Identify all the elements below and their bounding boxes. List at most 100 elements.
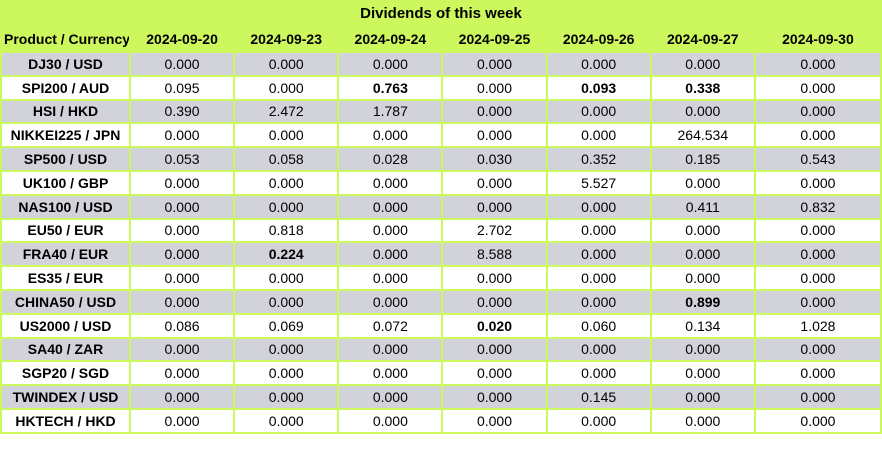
dividend-value-cell: 0.000 — [128, 360, 236, 387]
table-row: ES35 / EUR 0.000 0.000 0.000 0.000 0.000 0.000… — [0, 265, 882, 291]
dividend-value-cell: 0.058 — [233, 146, 340, 172]
dividend-value-cell: 0.000 — [128, 336, 236, 363]
product-currency-header: Product / Currency — [0, 24, 131, 53]
date-column-header: 2024-09-27 — [649, 24, 756, 53]
dividend-value-cell: 0.000 — [753, 74, 882, 101]
dividend-value-cell: 5.527 — [545, 169, 652, 196]
dividend-value-cell: 2.472 — [233, 98, 340, 125]
dividend-value-cell: 0.000 — [337, 241, 444, 268]
dividend-value-cell: 0.543 — [753, 146, 882, 172]
table-row: DJ30 / USD 0.000 0.000 0.000 0.000 0.000 0.000… — [0, 51, 882, 77]
dividend-value-cell: 0.000 — [753, 169, 882, 196]
dividend-value-cell: 0.000 — [545, 241, 652, 268]
dividend-value-cell: 0.818 — [233, 217, 340, 244]
product-cell: FRA40 / EUR — [0, 241, 131, 268]
dividend-value-cell: 0.000 — [441, 288, 548, 315]
dividend-value-cell: 0.000 — [233, 407, 340, 434]
dividend-value-cell: 0.000 — [545, 122, 652, 149]
dividend-value-cell: 0.072 — [337, 312, 444, 339]
dividend-value-cell: 0.000 — [441, 193, 548, 220]
dividend-value-cell: 0.000 — [337, 288, 444, 315]
dividend-value-cell: 0.000 — [753, 384, 882, 410]
dividend-value-cell: 0.000 — [233, 336, 340, 363]
table-row: NAS100 / USD 0.000 0.000 0.000 0.000 0.000 0.4… — [0, 193, 882, 220]
dividend-value-cell: 0.000 — [441, 360, 548, 387]
dividend-value-cell: 0.000 — [545, 265, 652, 291]
dividend-value-cell: 0.000 — [545, 51, 652, 77]
dividend-value-cell: 0.000 — [337, 169, 444, 196]
dividend-value-cell: 0.000 — [649, 217, 756, 244]
dividend-value-cell: 0.000 — [233, 169, 340, 196]
dividend-value-cell: 0.000 — [441, 336, 548, 363]
product-cell: NAS100 / USD — [0, 193, 131, 220]
product-cell: SGP20 / SGD — [0, 360, 131, 387]
dividend-value-cell: 0.000 — [649, 407, 756, 434]
date-column-header: 2024-09-30 — [753, 24, 882, 53]
dividend-value-cell: 0.000 — [128, 265, 236, 291]
dividend-value-cell: 0.000 — [233, 360, 340, 387]
dividend-value-cell: 0.000 — [337, 265, 444, 291]
dividend-value-cell: 0.000 — [545, 336, 652, 363]
dividend-value-cell: 0.224 — [233, 241, 340, 268]
dividend-value-cell: 0.000 — [649, 336, 756, 363]
dividend-value-cell: 0.086 — [128, 312, 236, 339]
dividend-value-cell: 1.787 — [337, 98, 444, 125]
dividend-value-cell: 0.000 — [128, 217, 236, 244]
dividend-value-cell: 0.000 — [128, 122, 236, 149]
dividend-value-cell: 0.000 — [233, 51, 340, 77]
product-cell: DJ30 / USD — [0, 51, 131, 77]
table-row: UK100 / GBP 0.000 0.000 0.000 0.000 5.527 0.00… — [0, 169, 882, 196]
dividend-value-cell: 0.000 — [649, 51, 756, 77]
dividend-value-cell: 0.000 — [128, 407, 236, 434]
title-row: Dividends of this week — [0, 0, 882, 26]
table-row: HSI / HKD 0.390 2.472 1.787 0.000 0.000 0.000 0… — [0, 98, 882, 125]
dividend-value-cell: 0.000 — [128, 51, 236, 77]
dividends-table-body: DJ30 / USD 0.000 0.000 0.000 0.000 0.000 0.000… — [0, 51, 882, 434]
dividend-value-cell: 0.832 — [753, 193, 882, 220]
dividend-value-cell: 8.588 — [441, 241, 548, 268]
product-cell: US2000 / USD — [0, 312, 131, 339]
dividend-value-cell: 0.134 — [649, 312, 756, 339]
dividend-value-cell: 0.000 — [649, 265, 756, 291]
dividend-value-cell: 0.000 — [545, 98, 652, 125]
dividend-value-cell: 0.000 — [753, 217, 882, 244]
dividend-value-cell: 0.000 — [441, 51, 548, 77]
dividend-value-cell: 0.000 — [753, 265, 882, 291]
dividend-value-cell: 0.000 — [753, 336, 882, 363]
product-cell: SA40 / ZAR — [0, 336, 131, 363]
dividend-value-cell: 0.000 — [233, 265, 340, 291]
dividend-value-cell: 0.000 — [753, 407, 882, 434]
product-cell: HKTECH / HKD — [0, 407, 131, 434]
dividend-value-cell: 0.000 — [753, 241, 882, 268]
dividend-value-cell: 0.000 — [753, 51, 882, 77]
dividend-value-cell: 0.000 — [441, 122, 548, 149]
dividend-value-cell: 0.000 — [649, 360, 756, 387]
dividend-value-cell: 0.000 — [545, 193, 652, 220]
dividend-value-cell: 0.000 — [128, 288, 236, 315]
product-cell: HSI / HKD — [0, 98, 131, 125]
dividend-value-cell: 0.000 — [441, 74, 548, 101]
table-row: SP500 / USD 0.053 0.058 0.028 0.030 0.352 0.18… — [0, 146, 882, 172]
dividend-value-cell: 0.411 — [649, 193, 756, 220]
date-column-header: 2024-09-23 — [233, 24, 340, 53]
dividend-value-cell: 0.000 — [233, 122, 340, 149]
dividend-value-cell: 0.060 — [545, 312, 652, 339]
dividend-value-cell: 0.000 — [649, 241, 756, 268]
dividend-value-cell: 0.000 — [753, 122, 882, 149]
dividend-value-cell: 0.000 — [753, 360, 882, 387]
product-cell: EU50 / EUR — [0, 217, 131, 244]
dividend-value-cell: 0.000 — [337, 407, 444, 434]
dividend-value-cell: 0.899 — [649, 288, 756, 315]
dividend-value-cell: 0.028 — [337, 146, 444, 172]
dividend-value-cell: 0.000 — [545, 407, 652, 434]
header-row: Product / Currency 2024-09-20 2024-09-23 2… — [0, 24, 882, 53]
product-cell: SPI200 / AUD — [0, 74, 131, 101]
dividend-value-cell: 0.000 — [441, 98, 548, 125]
dividend-value-cell: 0.000 — [649, 384, 756, 410]
dividend-value-cell: 0.093 — [545, 74, 652, 101]
date-column-header: 2024-09-26 — [545, 24, 652, 53]
dividend-value-cell: 0.000 — [128, 193, 236, 220]
table-row: SA40 / ZAR 0.000 0.000 0.000 0.000 0.000 0.000… — [0, 336, 882, 363]
dividend-value-cell: 0.338 — [649, 74, 756, 101]
table-row: US2000 / USD 0.086 0.069 0.072 0.020 0.060 0.1… — [0, 312, 882, 339]
